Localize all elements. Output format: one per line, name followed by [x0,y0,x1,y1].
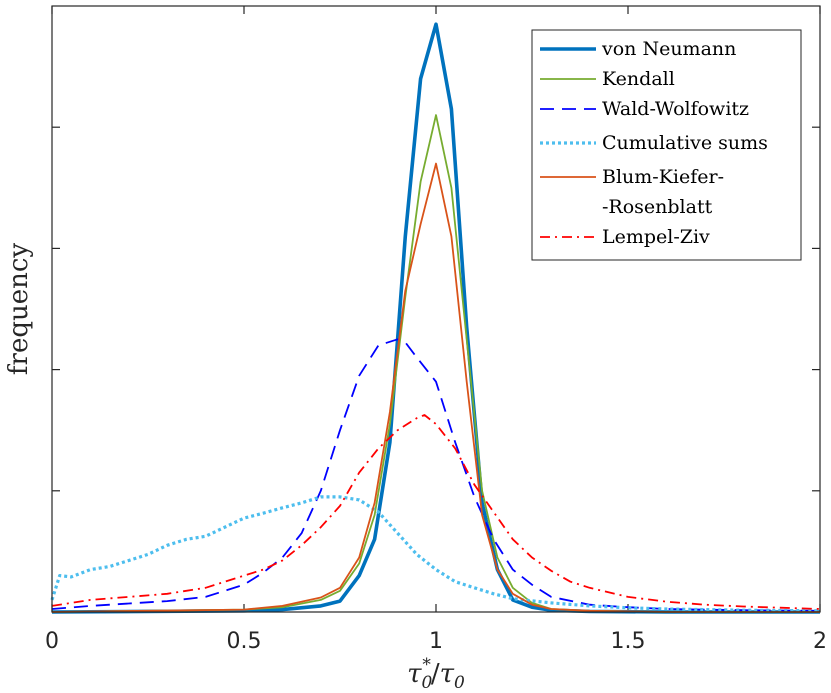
x-axis-label: τ0*/τ0 [407,655,465,693]
legend-label-3: Cumulative sums [602,132,768,154]
legend-label-4: Blum-Kiefer--Rosenblatt [602,166,724,218]
series-line-2 [51,338,821,612]
x-tick-labels: 0 0.5 1 1.5 2 [45,629,827,654]
x-tick-label-4: 2 [813,629,827,654]
plot-frame [51,5,821,613]
x-tick-label-1: 0.5 [227,629,262,654]
legend-label-0: von Neumann [601,38,736,60]
series-line-4 [51,162,820,613]
legend-label-1: Kendall [602,68,675,90]
series-lines [50,22,821,614]
legend-label-5: Lempel-Ziv [602,226,710,248]
series-line-0 [51,22,820,614]
legend-box [531,29,802,261]
y-axis-label-text: frequency [4,243,34,376]
y-axis-label: frequency [4,243,34,376]
legend-label-2: Wald-Wolfowitz [602,98,749,120]
x-tick-label-2: 1 [429,629,443,654]
x-tick-label-3: 1.5 [611,629,646,654]
legend-entries: von Neumann Kendall Wald-Wolfowitz Cumulati… [540,38,768,248]
series-line-3 [50,495,821,613]
x-tick-label-0: 0 [45,629,59,654]
legend: von Neumann Kendall Wald-Wolfowitz Cumulati… [531,29,802,261]
